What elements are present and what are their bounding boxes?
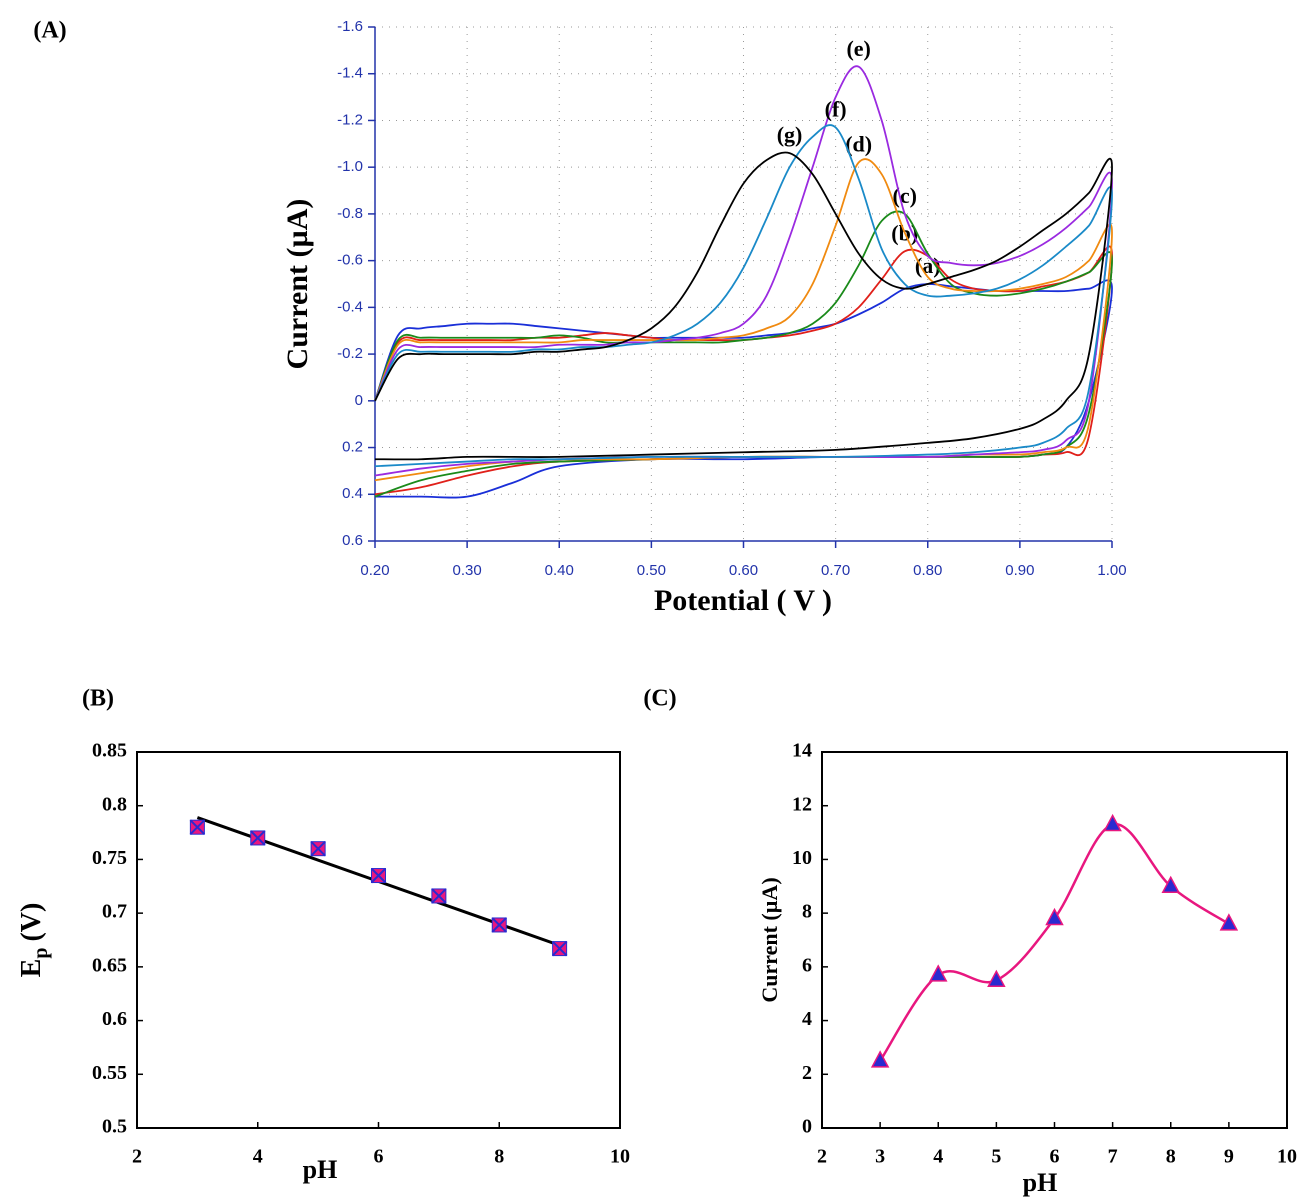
- y-tick-label: -1.4: [337, 65, 363, 82]
- data-line: [879, 823, 1230, 1062]
- y-tick-label: -1.6: [337, 18, 363, 35]
- y-tick-label: 6: [802, 954, 812, 976]
- y-tick-label: 0.4: [342, 485, 363, 502]
- y-tick-label: -0.6: [337, 252, 363, 269]
- marker-cross: [310, 840, 326, 857]
- y-tick-label: 0.2: [342, 439, 363, 456]
- marker: [491, 917, 507, 933]
- x-tick-label: 7: [1108, 1146, 1118, 1168]
- x-tick-label: 0.40: [545, 562, 574, 579]
- y-tick-label: 8: [802, 901, 812, 923]
- x-tick-label: 6: [1050, 1146, 1060, 1168]
- data-line: [374, 65, 1113, 477]
- y-label-main: E: [16, 959, 47, 978]
- x-tick-label: 4: [253, 1146, 263, 1168]
- y-tick-label: -1.2: [337, 111, 363, 128]
- panel-label: (B): [82, 686, 114, 712]
- x-tick-label: 0.60: [729, 562, 758, 579]
- panel-label: (A): [33, 18, 66, 44]
- marker: [431, 888, 447, 904]
- y-tick-label: 0.55: [92, 1062, 127, 1084]
- x-tick-label: 2: [132, 1146, 142, 1168]
- y-tick-label: 0.65: [92, 954, 127, 976]
- x-tick-label: 10: [1277, 1146, 1297, 1168]
- data-line: [374, 151, 1113, 461]
- x-tick-label: 8: [1166, 1146, 1176, 1168]
- marker: [310, 840, 326, 857]
- data-line: [374, 279, 1113, 499]
- marker: [370, 867, 387, 884]
- plot-frame: [821, 751, 1288, 1129]
- marker: [250, 830, 266, 846]
- x-tick-label: 0.30: [453, 562, 482, 579]
- y-tick-label: 0.85: [92, 740, 127, 762]
- marker-cross: [491, 917, 507, 933]
- y-tick-label: 0: [802, 1116, 812, 1138]
- marker: [189, 819, 206, 835]
- y-tick-label: 0.5: [102, 1116, 127, 1138]
- marker: [1219, 913, 1239, 931]
- marker: [1045, 907, 1064, 926]
- x-tick-label: 5: [991, 1146, 1001, 1168]
- x-tick-label: 1.00: [1097, 562, 1126, 579]
- y-tick-label: 10: [792, 847, 812, 869]
- marker-cross: [250, 830, 266, 846]
- marker: [987, 969, 1006, 988]
- x-tick-label: 0.70: [821, 562, 850, 579]
- x-tick-label: 3: [875, 1146, 885, 1168]
- y-tick-label: 12: [792, 793, 812, 815]
- marker: [1103, 813, 1122, 832]
- marker: [551, 940, 568, 957]
- y-tick-label: -0.2: [337, 345, 363, 362]
- data-line: [374, 158, 1113, 482]
- marker: [870, 1050, 890, 1068]
- marker: [929, 964, 948, 982]
- y-tick-label: 0: [355, 392, 363, 409]
- y-tick-label: 0.6: [342, 532, 363, 549]
- y-tick-label: 0.8: [102, 793, 127, 815]
- y-tick-label: 0.6: [102, 1008, 127, 1030]
- panel-label: (C): [643, 686, 676, 712]
- y-tick-label: 14: [792, 740, 812, 762]
- curve-label: (f): [825, 97, 847, 122]
- y-axis-label: Current (µA): [281, 199, 314, 370]
- curve-label: (e): [846, 36, 870, 61]
- y-axis-label: Ep (V): [16, 903, 51, 978]
- marker-cross: [431, 888, 447, 904]
- y-tick-label: 2: [802, 1062, 812, 1084]
- curve-label: (g): [777, 122, 803, 147]
- curve-label: (c): [893, 183, 917, 208]
- x-axis-label: pH: [303, 1155, 338, 1184]
- marker-cross: [189, 819, 206, 835]
- data-line: [374, 124, 1113, 468]
- x-tick-label: 9: [1224, 1146, 1234, 1168]
- x-tick-label: 0.50: [637, 562, 666, 579]
- y-tick-label: -0.4: [337, 298, 363, 315]
- y-tick-label: -1.0: [337, 158, 363, 175]
- x-tick-label: 4: [933, 1146, 943, 1168]
- x-tick-label: 0.90: [1005, 562, 1034, 579]
- y-tick-label: 4: [802, 1008, 812, 1030]
- y-label-subscript: p: [30, 948, 52, 959]
- x-tick-label: 10: [610, 1146, 630, 1168]
- y-tick-label: 0.75: [92, 847, 127, 869]
- x-tick-label: 8: [494, 1146, 504, 1168]
- x-tick-label: 2: [817, 1146, 827, 1168]
- marker: [1161, 875, 1180, 894]
- y-tick-label: -0.8: [337, 205, 363, 222]
- y-tick-label: 0.7: [102, 901, 127, 923]
- y-label-unit: (V): [16, 903, 47, 942]
- x-tick-label: 6: [374, 1146, 384, 1168]
- x-axis-label: pH: [1023, 1168, 1058, 1197]
- x-tick-label: 0.80: [913, 562, 942, 579]
- marker-cross: [370, 867, 387, 884]
- marker-cross: [551, 940, 568, 957]
- y-axis-label: Current (µA): [757, 877, 782, 1002]
- x-axis-label: Potential ( V ): [654, 584, 832, 617]
- x-tick-label: 0.20: [360, 562, 389, 579]
